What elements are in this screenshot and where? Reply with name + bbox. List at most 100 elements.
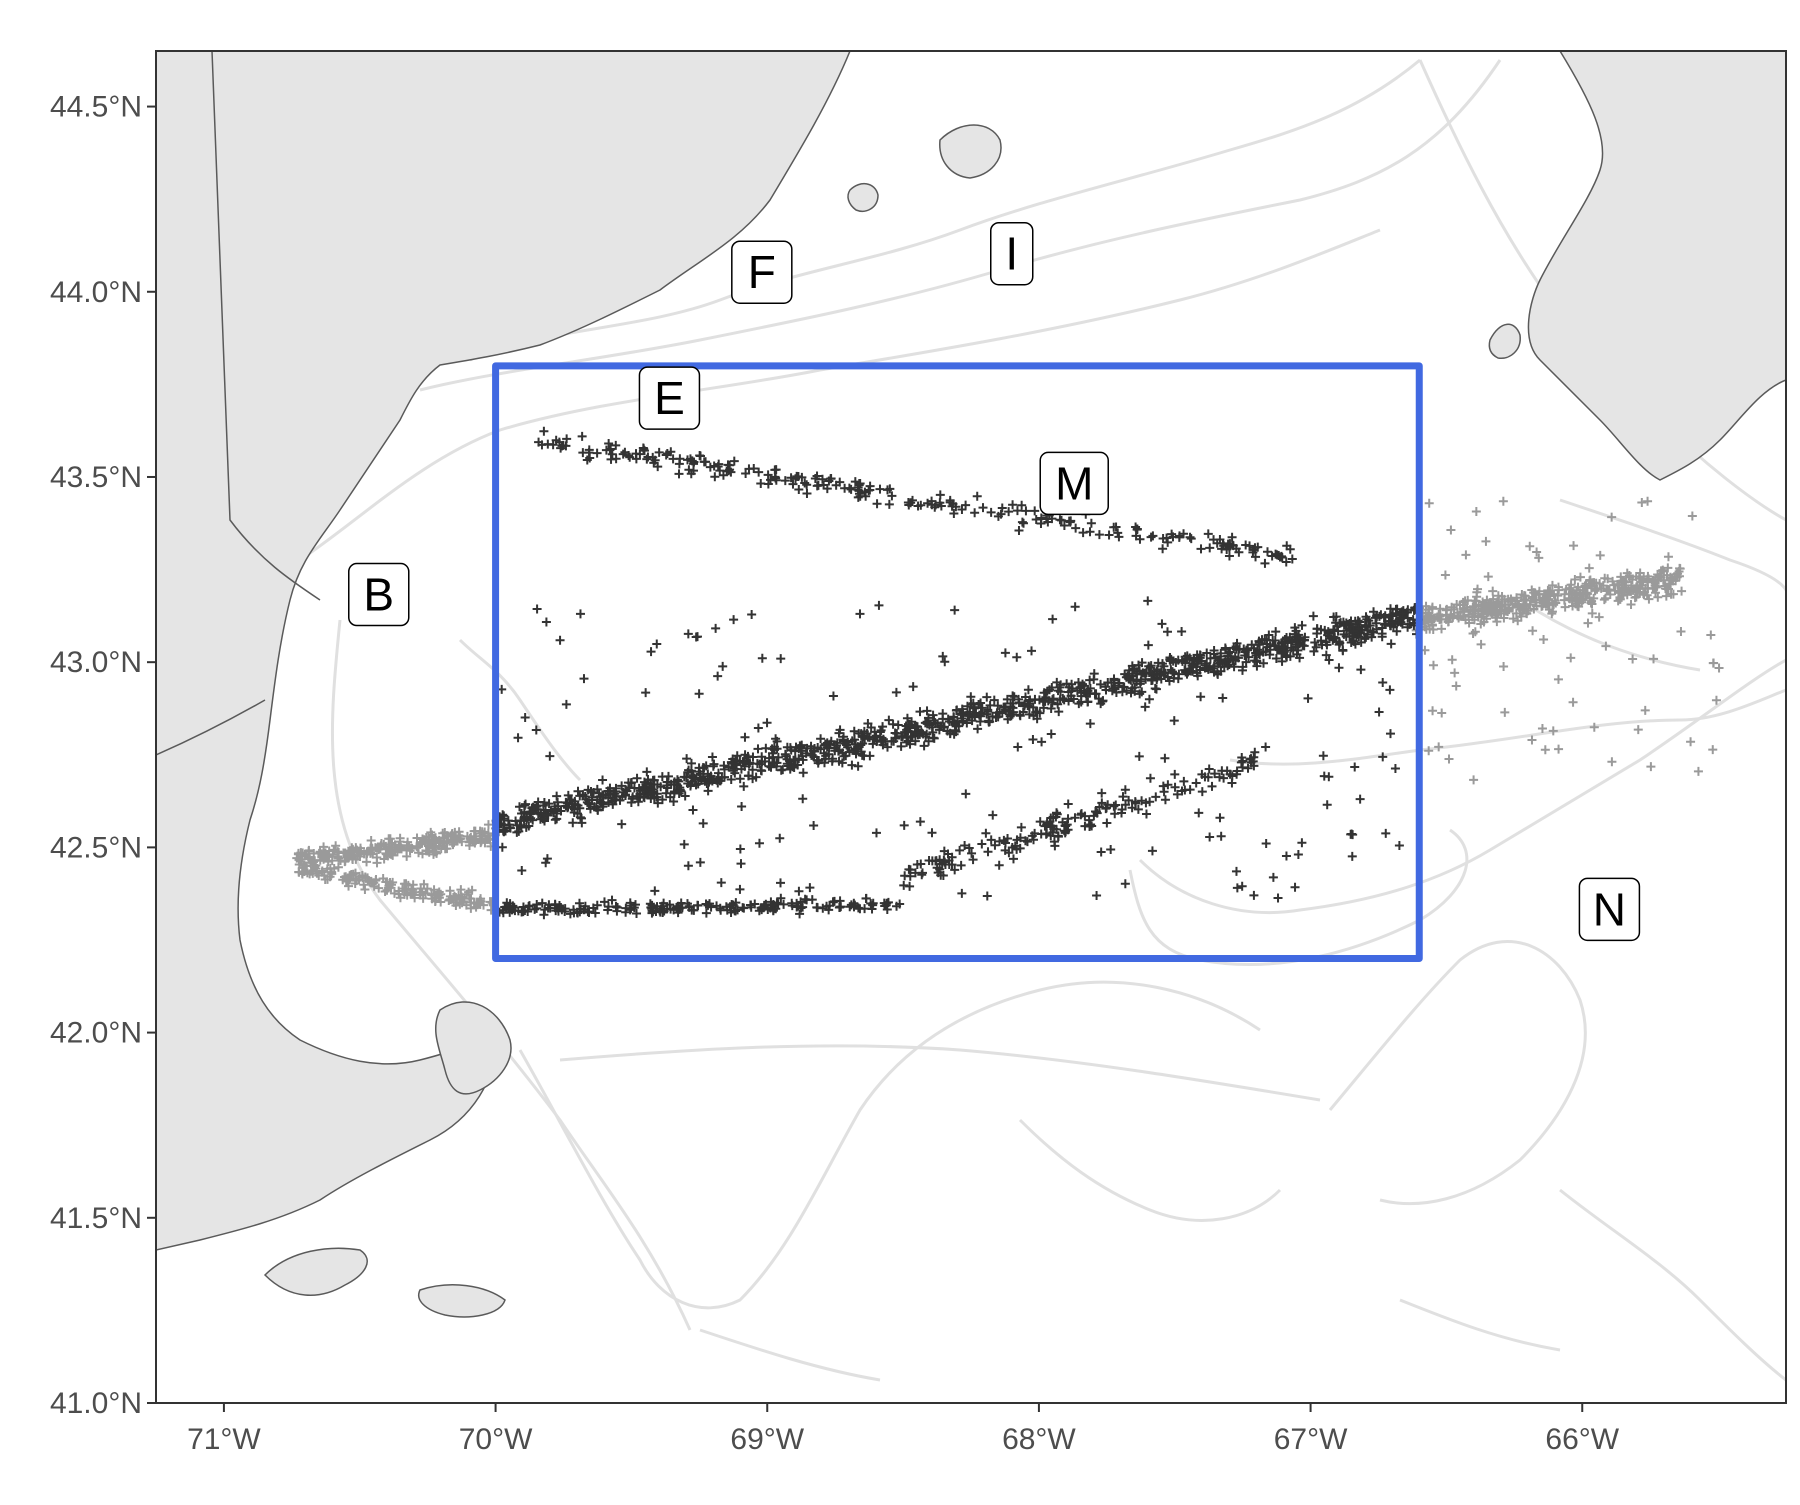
track-point xyxy=(689,905,699,915)
track-point xyxy=(694,689,704,699)
track-point xyxy=(324,846,334,856)
track-point xyxy=(790,755,800,765)
track-point xyxy=(650,886,660,896)
track-point xyxy=(1250,656,1260,666)
track-point xyxy=(504,904,514,914)
track-point xyxy=(1050,841,1060,851)
track-point xyxy=(1219,773,1229,783)
track-point xyxy=(1476,639,1486,649)
track-point xyxy=(1145,773,1155,783)
track-point xyxy=(1227,778,1237,788)
track-point xyxy=(1566,653,1576,663)
track-point xyxy=(1561,584,1571,594)
track-point xyxy=(629,783,639,793)
track-point xyxy=(442,836,452,846)
track-point xyxy=(1640,705,1650,715)
track-point xyxy=(1041,692,1051,702)
track-point xyxy=(1196,692,1206,702)
track-point xyxy=(1111,800,1121,810)
track-point xyxy=(1091,807,1100,817)
track-point xyxy=(675,783,685,793)
place-label-text: I xyxy=(1005,228,1018,280)
track-point xyxy=(1372,612,1382,622)
track-point xyxy=(385,834,395,844)
panel-border xyxy=(155,50,1787,1404)
track-point xyxy=(828,691,838,701)
track-point xyxy=(1259,658,1268,668)
track-point xyxy=(1166,665,1176,675)
track-point xyxy=(1583,618,1593,628)
track-point xyxy=(1261,647,1271,657)
track-point xyxy=(939,846,949,856)
track-point xyxy=(940,657,950,667)
track-point xyxy=(1706,630,1716,640)
track-point xyxy=(598,802,608,812)
track-point xyxy=(739,758,749,768)
place-label: F xyxy=(731,240,793,304)
track-point xyxy=(1111,522,1121,532)
track-point xyxy=(1285,544,1295,554)
track-point xyxy=(1451,681,1461,691)
track-point xyxy=(1012,652,1022,662)
track-point xyxy=(532,604,542,614)
track-point xyxy=(1303,693,1313,703)
track-point xyxy=(674,469,684,479)
track-point xyxy=(401,885,411,895)
track-point xyxy=(530,904,540,914)
track-point xyxy=(902,713,912,723)
track-point xyxy=(412,833,422,843)
track-point xyxy=(531,725,541,735)
track-point xyxy=(905,865,915,875)
track-point xyxy=(1158,544,1168,554)
track-point xyxy=(1675,563,1685,573)
track-point xyxy=(1428,614,1438,624)
track-point xyxy=(1532,547,1542,557)
track-point xyxy=(1147,846,1157,856)
track-point xyxy=(1118,792,1128,802)
track-point xyxy=(1279,643,1289,653)
track-point xyxy=(707,776,717,786)
track-point xyxy=(639,444,649,454)
track-point xyxy=(347,854,357,864)
track-point xyxy=(1271,627,1281,637)
track-point xyxy=(1643,496,1653,506)
track-point xyxy=(790,746,800,756)
track-point xyxy=(1063,687,1073,697)
track-point xyxy=(882,898,892,908)
track-point xyxy=(684,465,694,475)
track-point xyxy=(1063,799,1073,809)
track-point xyxy=(1461,615,1471,625)
track-point xyxy=(456,885,466,895)
track-point xyxy=(683,861,693,871)
track-point xyxy=(539,910,549,920)
track-point xyxy=(666,447,676,457)
track-point xyxy=(1585,576,1595,586)
track-point xyxy=(594,788,604,798)
track-point xyxy=(795,909,805,919)
track-point xyxy=(1553,674,1563,684)
track-point xyxy=(798,794,808,804)
track-point xyxy=(693,900,703,910)
track-point xyxy=(601,445,611,455)
track-point xyxy=(977,839,987,849)
track-point xyxy=(695,857,705,867)
track-point xyxy=(809,820,819,830)
track-point xyxy=(1437,708,1447,718)
track-point xyxy=(652,639,662,649)
track-point xyxy=(431,833,441,843)
track-point xyxy=(1085,719,1095,729)
track-point xyxy=(1295,653,1305,663)
track-point xyxy=(1505,596,1515,606)
track-point xyxy=(635,789,645,799)
track-point xyxy=(1568,697,1578,707)
track-point xyxy=(1711,695,1721,705)
track-point xyxy=(366,836,376,846)
track-point xyxy=(955,845,965,855)
track-point xyxy=(878,722,888,732)
track-point xyxy=(1447,655,1457,665)
track-point xyxy=(990,840,1000,850)
track-point xyxy=(1291,626,1301,636)
track-point xyxy=(861,894,871,904)
track-point xyxy=(1167,667,1177,677)
track-point xyxy=(605,783,615,793)
